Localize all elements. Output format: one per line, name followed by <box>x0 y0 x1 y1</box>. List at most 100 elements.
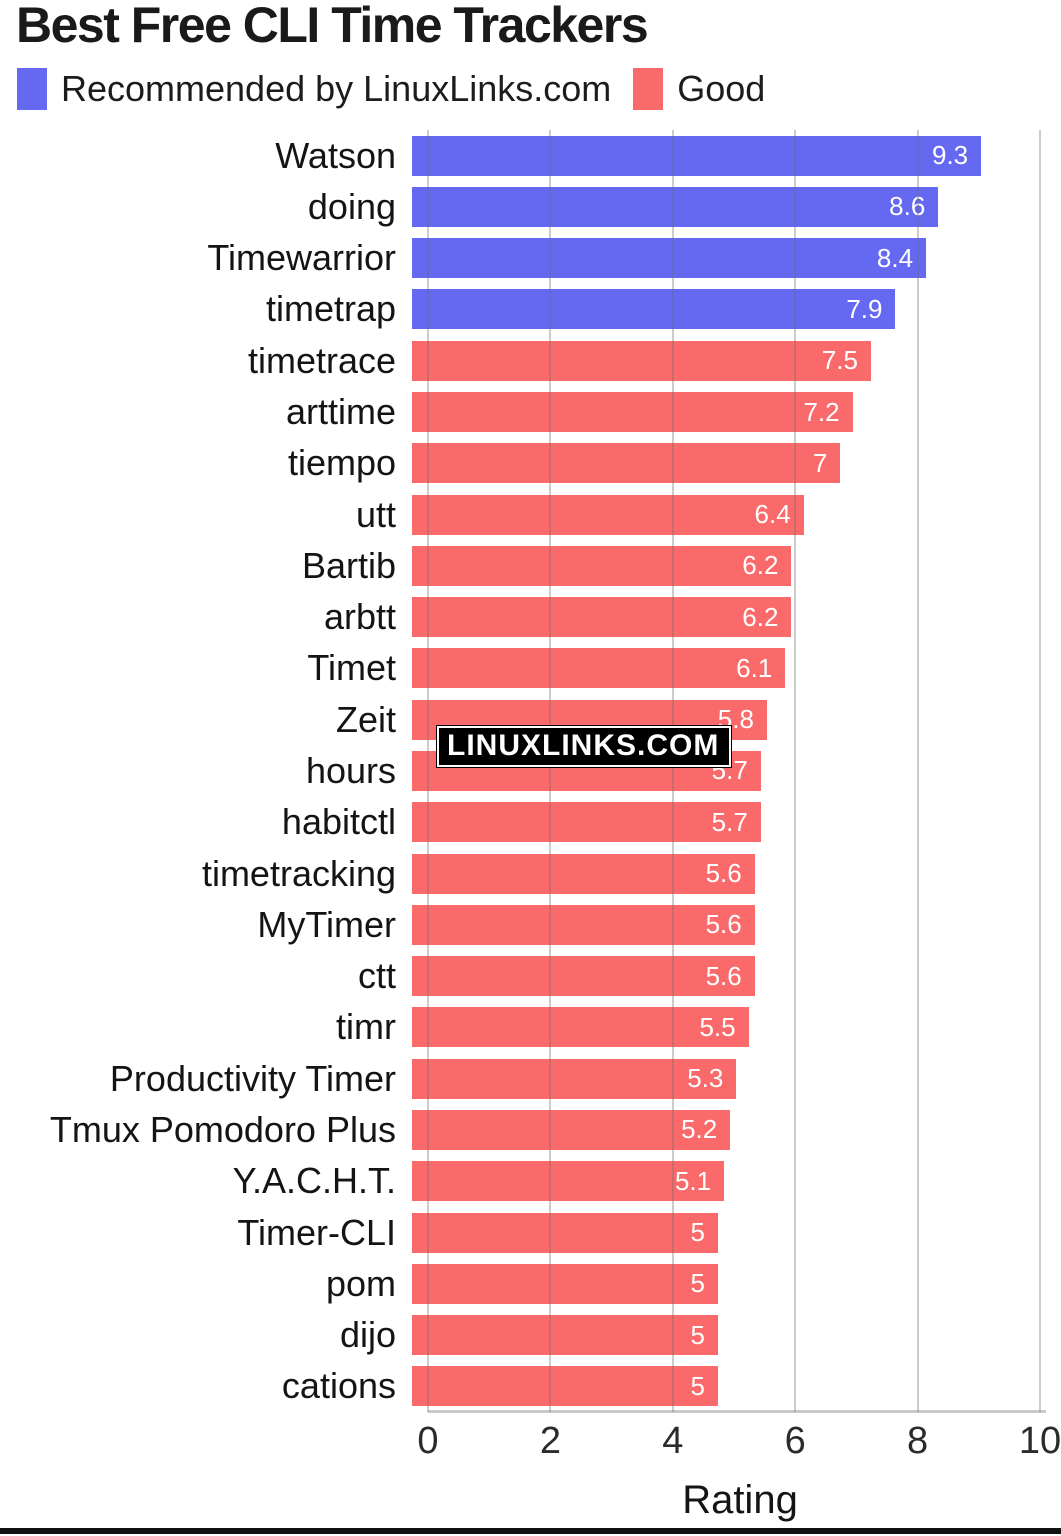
bar-row: tiempo 7 <box>0 438 1061 489</box>
bar-value-label: 8.6 <box>889 191 926 222</box>
category-label: arttime <box>285 391 396 433</box>
bar-track: 5.6 <box>412 853 1024 894</box>
category-label: timetrap <box>265 288 396 330</box>
bar-rows: Watson 9.3 doing 8.6 Timewarrior 8.4 timetrap 7… <box>0 130 1061 1412</box>
x-axis-ticks: 0 2 4 6 8 10 <box>0 1420 1061 1466</box>
bar-value-label: 7.2 <box>803 396 840 427</box>
bar-value-label: 5.6 <box>705 960 742 991</box>
legend: Recommended by LinuxLinks.com Good <box>17 68 765 110</box>
bar: 5.2 <box>412 1109 731 1150</box>
category-label: timetrace <box>247 339 396 381</box>
legend-swatch-recommended <box>17 68 47 110</box>
bar-track: 5.6 <box>412 904 1024 945</box>
bar-row: ctt 5.6 <box>0 950 1061 1001</box>
bar-track: 5.6 <box>412 956 1024 997</box>
bar-value-label: 5.6 <box>705 858 742 889</box>
bar-row: timetracking 5.6 <box>0 848 1061 899</box>
bar-row: arbtt 6.2 <box>0 592 1061 643</box>
category-label: pom <box>325 1262 396 1304</box>
bar-row: Y.A.C.H.T. 5.1 <box>0 1156 1061 1207</box>
bar-value-label: 5 <box>690 1319 705 1350</box>
bar-value-label: 9.3 <box>932 140 969 171</box>
chart-title: Best Free CLI Time Trackers <box>16 0 649 53</box>
category-label: hours <box>305 749 396 791</box>
bar-track: 6.4 <box>412 494 1024 535</box>
category-label: cations <box>281 1365 396 1407</box>
bar: 8.4 <box>412 238 927 279</box>
bar: 5 <box>412 1366 718 1407</box>
bar-value-label: 6.4 <box>754 499 791 530</box>
bar-value-label: 5.6 <box>705 909 742 940</box>
bar: 5.5 <box>412 1007 749 1048</box>
bar-value-label: 5 <box>690 1370 705 1401</box>
bar-track: 7.5 <box>412 340 1024 381</box>
bar: 6.2 <box>412 545 792 586</box>
bar-track: 6.2 <box>412 545 1024 586</box>
bar-row: doing 8.6 <box>0 181 1061 232</box>
bar-row: timetrace 7.5 <box>0 335 1061 386</box>
legend-item-recommended: Recommended by LinuxLinks.com <box>17 68 611 110</box>
plot-area: Watson 9.3 doing 8.6 Timewarrior 8.4 timetrap 7… <box>0 130 1061 1412</box>
bar-track: 5 <box>412 1315 1024 1356</box>
bar-value-label: 6.2 <box>742 550 779 581</box>
x-axis-line <box>428 1410 1046 1413</box>
category-label: Y.A.C.H.T. <box>232 1160 396 1202</box>
bar-value-label: 5.7 <box>711 806 748 837</box>
legend-label-recommended: Recommended by LinuxLinks.com <box>61 68 612 109</box>
bar-value-label: 6.2 <box>742 601 779 632</box>
bar: 5.3 <box>412 1058 737 1099</box>
bar-track: 7.2 <box>412 392 1024 433</box>
category-label: Timet <box>307 647 396 689</box>
bar-value-label: 7.5 <box>821 345 858 376</box>
x-axis-title: Rating <box>682 1478 798 1522</box>
bar: 5.7 <box>412 802 761 843</box>
bar-value-label: 7.9 <box>846 293 883 324</box>
bar-row: utt 6.4 <box>0 489 1061 540</box>
bar-track: 5.1 <box>412 1161 1024 1202</box>
bar-row: Timet 6.1 <box>0 643 1061 694</box>
bar-row: Timer-CLI 5 <box>0 1207 1061 1258</box>
x-tick-label: 10 <box>1018 1420 1061 1462</box>
watermark: LINUXLINKS.COM <box>435 725 733 768</box>
bar-value-label: 5.1 <box>674 1165 712 1196</box>
bar-value-label: 8.4 <box>876 242 914 273</box>
category-label: Watson <box>275 134 396 176</box>
bar-row: cations 5 <box>0 1361 1061 1412</box>
category-label: Productivity Timer <box>109 1057 396 1099</box>
bar-track: 5 <box>412 1366 1024 1407</box>
bar: 5.1 <box>412 1161 725 1202</box>
bar: 5 <box>412 1315 718 1356</box>
x-tick-label: 2 <box>539 1420 561 1462</box>
bar-value-label: 6.1 <box>736 652 773 683</box>
x-tick-label: 6 <box>784 1420 806 1462</box>
category-label: tiempo <box>287 442 396 484</box>
bar: 6.1 <box>412 648 786 689</box>
bar: 8.6 <box>412 186 939 227</box>
bar-track: 8.6 <box>412 186 1024 227</box>
bar-track: 5 <box>412 1263 1024 1304</box>
category-label: habitctl <box>281 801 396 843</box>
bar-row: pom 5 <box>0 1258 1061 1309</box>
x-tick-label: 0 <box>417 1420 439 1462</box>
bar-value-label: 5 <box>690 1268 705 1299</box>
bar: 9.3 <box>412 135 982 176</box>
bar: 7.9 <box>412 289 896 330</box>
bar-row: MyTimer 5.6 <box>0 899 1061 950</box>
category-label: Bartib <box>301 544 396 586</box>
category-label: timr <box>336 1006 396 1048</box>
bar-value-label: 5 <box>690 1217 705 1248</box>
bar-row: Bartib 6.2 <box>0 540 1061 591</box>
bar-row: timr 5.5 <box>0 1002 1061 1053</box>
bar: 5.6 <box>412 956 755 997</box>
category-label: utt <box>355 493 396 535</box>
bar: 5 <box>412 1263 718 1304</box>
bar-row: habitctl 5.7 <box>0 797 1061 848</box>
category-label: Zeit <box>335 698 396 740</box>
bar-row: arttime 7.2 <box>0 386 1061 437</box>
category-label: ctt <box>357 955 396 997</box>
bar: 7 <box>412 443 841 484</box>
bar-row: Watson 9.3 <box>0 130 1061 181</box>
bar-value-label: 7 <box>812 447 828 478</box>
category-label: Tmux Pomodoro Plus <box>49 1108 396 1150</box>
